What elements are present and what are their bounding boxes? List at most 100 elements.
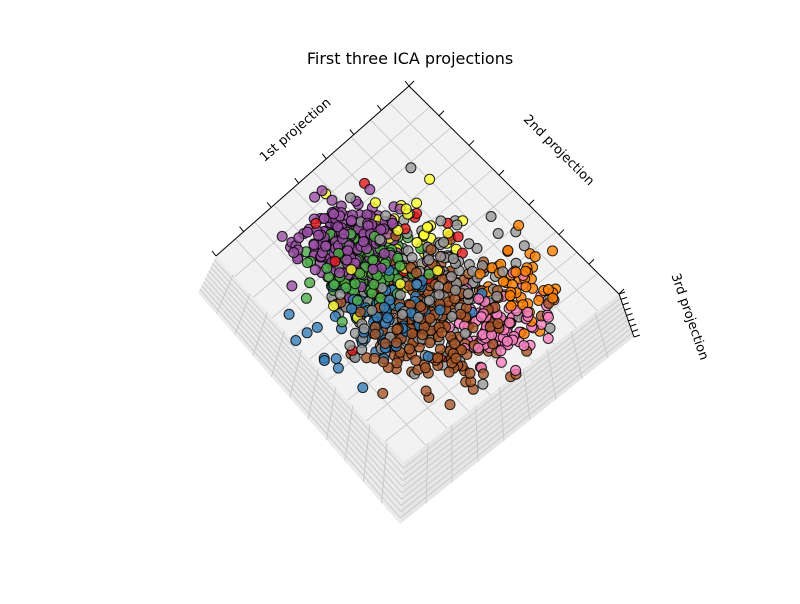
x-axis-tick (267, 202, 271, 207)
scatter-point (434, 290, 444, 300)
scatter-point (339, 229, 349, 239)
scatter-point (413, 312, 423, 322)
scatter-point (310, 265, 320, 275)
scatter-point (511, 267, 521, 277)
scatter-point (395, 279, 405, 289)
scatter-point (502, 336, 512, 346)
scatter-point (365, 185, 375, 195)
scatter-point (395, 290, 405, 300)
scatter-point (418, 330, 428, 340)
scatter-point (335, 289, 345, 299)
scatter-point (370, 198, 380, 208)
y-axis-tick (499, 170, 504, 175)
scatter-point (496, 346, 506, 356)
x-axis-tick (377, 105, 381, 110)
z-axis-tick (623, 303, 629, 305)
scatter-point (321, 241, 331, 251)
scatter-point (277, 231, 287, 241)
scatter-point (548, 293, 558, 303)
scatter-point (433, 353, 443, 363)
scatter-point (475, 269, 485, 279)
scatter-point (333, 363, 343, 373)
scatter-point (337, 317, 347, 327)
scatter-point (388, 218, 398, 228)
scatter-point (345, 341, 355, 351)
scatter-point (391, 338, 401, 348)
scatter-point (311, 218, 321, 228)
y-axis-tick (469, 140, 474, 145)
scatter-point (407, 253, 417, 263)
scatter-point (302, 328, 312, 338)
scatter-point (465, 368, 475, 378)
z-axis-tick (634, 335, 640, 337)
z-axis-tick (632, 330, 638, 332)
scatter-point (314, 230, 324, 240)
scatter-point (460, 329, 470, 339)
scatter-point (329, 301, 339, 311)
z-axis-tick (627, 314, 633, 316)
y-axis-tick (559, 230, 564, 235)
scatter-point (521, 282, 531, 292)
scatter-point (451, 353, 461, 363)
scatter-point (375, 235, 385, 245)
scatter-point (439, 237, 449, 247)
scatter-point (421, 386, 431, 396)
scatter-point (411, 268, 421, 278)
scatter-point (443, 228, 453, 238)
x-axis-tick (405, 81, 409, 86)
scatter-point (357, 345, 367, 355)
scatter-point (303, 258, 313, 268)
scatter-point (368, 264, 378, 274)
scatter-point (406, 163, 416, 173)
scatter-point (284, 309, 294, 319)
scatter-point (505, 291, 515, 301)
scatter-point (330, 256, 340, 266)
scatter-point (478, 379, 488, 389)
scatter-point (464, 239, 474, 249)
scatter-point (383, 313, 393, 323)
scatter-point (445, 400, 455, 410)
scatter-point (405, 344, 415, 354)
scatter-point (503, 245, 513, 255)
scatter-point (331, 354, 341, 364)
scatter-point (519, 329, 529, 339)
scatter-point (392, 358, 402, 368)
scatter-point (478, 369, 488, 379)
scatter-point (346, 216, 356, 226)
scatter-point (543, 312, 553, 322)
scatter-point (369, 279, 379, 289)
scatter-point (448, 254, 458, 264)
z-axis-tick (625, 308, 631, 310)
scatter-point (335, 268, 345, 278)
z-axis-tick (630, 324, 636, 326)
scatter-point (370, 329, 380, 339)
scatter-point (425, 338, 435, 348)
z-axis-tick (621, 297, 627, 299)
scatter-point (437, 328, 447, 338)
scatter-point (343, 246, 353, 256)
scatter-point (476, 312, 486, 322)
scatter-point (287, 281, 297, 291)
scatter-point (378, 388, 388, 398)
scatter-point (346, 265, 356, 275)
z-axis-tick (628, 319, 634, 321)
scatter-point (433, 266, 443, 276)
scatter-point (493, 229, 503, 239)
scatter-point (291, 336, 301, 346)
scatter-point (514, 220, 524, 230)
scatter-point (368, 255, 378, 265)
scatter-point (392, 324, 402, 334)
scatter-point (395, 261, 405, 271)
scatter-point (444, 367, 454, 377)
scatter-point (329, 209, 339, 219)
scatter-point (450, 339, 460, 349)
scatter-point (411, 355, 421, 365)
scatter-point (436, 216, 446, 226)
scatter-point (474, 294, 484, 304)
scatter-point (327, 195, 337, 205)
scatter-point (519, 241, 529, 251)
scatter-point (492, 291, 502, 301)
x-axis-tick (295, 178, 299, 183)
scatter-point (452, 220, 462, 230)
